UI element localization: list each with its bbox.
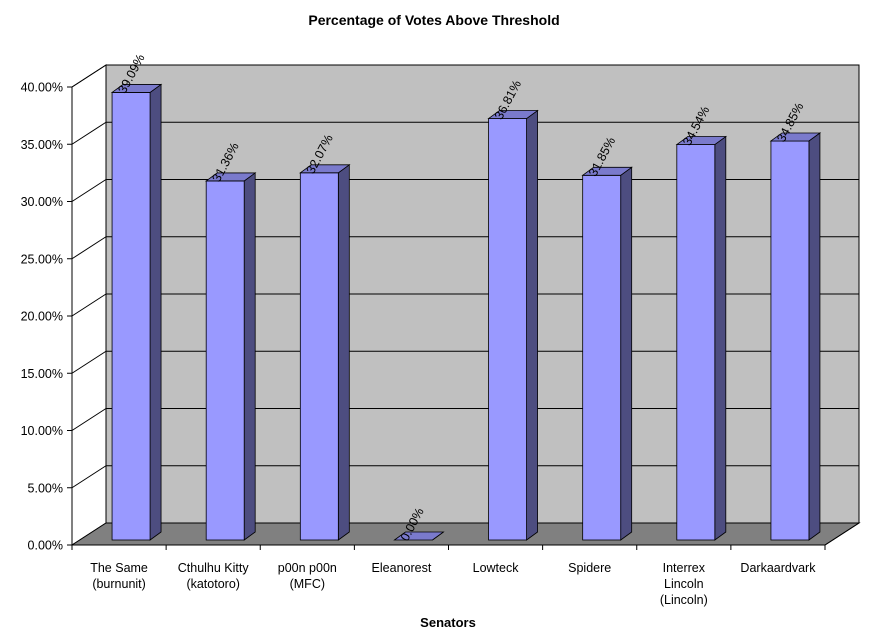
bar-top [675, 136, 728, 145]
bar [111, 92, 151, 541]
bar-top [581, 166, 633, 176]
y-tick-label: 30.00% [21, 195, 63, 209]
bar-side [526, 109, 538, 541]
y-tick-label: 15.00% [21, 367, 63, 381]
bar-side [243, 172, 256, 541]
bar [205, 180, 245, 541]
y-tick-label: 40.00% [21, 81, 63, 95]
bar-side [714, 135, 727, 541]
gridline-side [71, 236, 107, 260]
gridline-side [71, 350, 107, 374]
x-tick-label: Darkaardvark [740, 561, 816, 575]
chart-title: Percentage of Votes Above Threshold [308, 12, 559, 28]
y-tick-label: 25.00% [21, 252, 63, 266]
bar-side [620, 166, 633, 541]
x-tick-label: Cthulhu Kitty (katotoro) [178, 561, 250, 591]
gridline-side [71, 465, 107, 489]
bar [582, 174, 622, 541]
bar [488, 118, 527, 541]
bar-side [808, 132, 821, 541]
bar-top [204, 172, 257, 182]
gridline-side [71, 408, 107, 431]
x-axis-title: Senators [420, 615, 476, 630]
bar-top [299, 164, 351, 174]
bar-side [337, 164, 350, 541]
bar [299, 172, 339, 541]
y-tick-label: 10.00% [21, 424, 63, 438]
plot-area: 0.00% 5.00% 10.00% 15.00% 20.00% 25.00% 30.00%… [21, 52, 861, 607]
x-tick-label: The Same (burnunit) [90, 561, 148, 591]
floor-edge [824, 522, 860, 546]
gridline-side [71, 179, 107, 202]
x-tick-label: Spidere [568, 561, 611, 575]
floor [70, 522, 861, 546]
gridline-side [71, 64, 107, 88]
bar [770, 140, 810, 541]
bar-top [393, 531, 445, 541]
x-tick-label: p00n p00n (MFC) [278, 561, 337, 591]
bar [676, 144, 716, 541]
gridline-side [71, 293, 107, 317]
x-tick-label: Eleanorest [372, 561, 432, 575]
y-tick-label: 0.00% [28, 539, 63, 553]
x-tick-label: Lowteck [473, 561, 520, 575]
y-tick-label: 35.00% [21, 138, 63, 152]
bar-top [110, 84, 163, 93]
gridline-side [71, 121, 107, 145]
bar-top [487, 110, 539, 119]
x-tick-label: Interrex Lincoln (Lincoln) [660, 561, 708, 607]
bar-side [149, 83, 162, 541]
y-tick-label: 20.00% [21, 310, 63, 324]
bar-top [769, 132, 822, 142]
y-tick-label: 5.00% [28, 481, 63, 495]
